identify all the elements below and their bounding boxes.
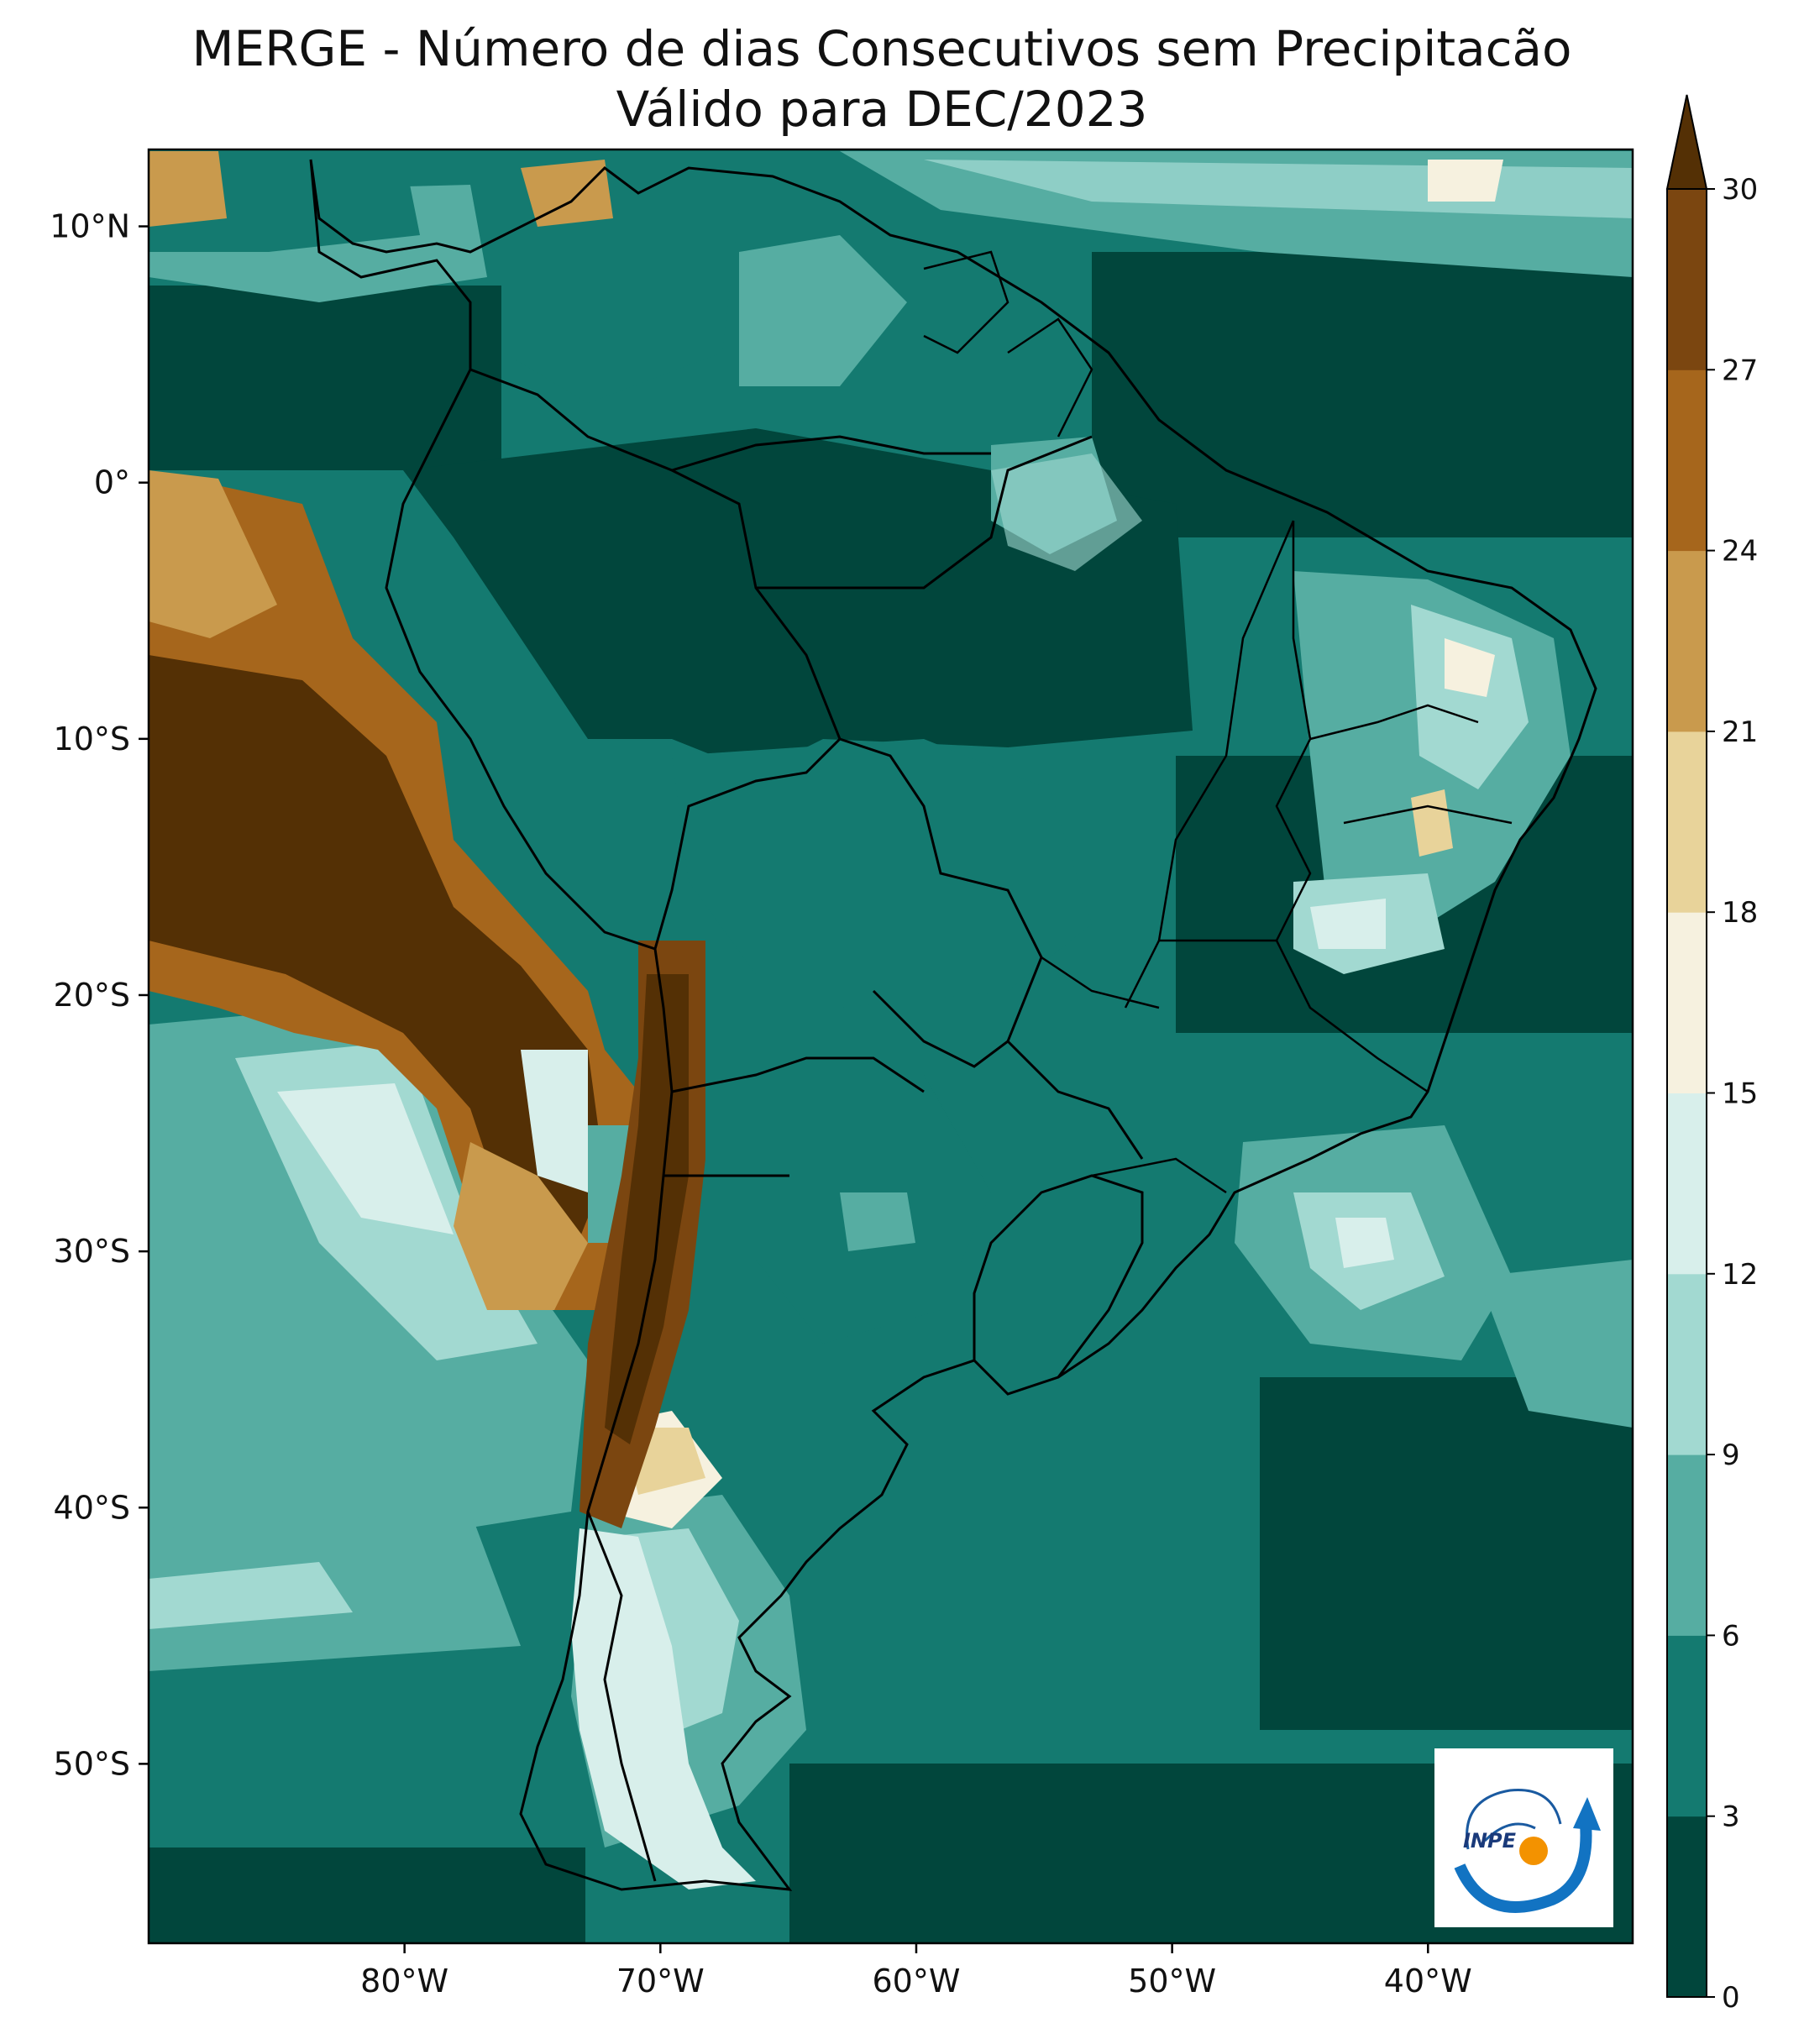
lat-tick-label: 50°S	[54, 1745, 130, 1782]
coastline-borders	[309, 159, 1597, 1891]
field-patch	[504, 210, 739, 403]
state-border	[1091, 1157, 1227, 1194]
colorbar: 0 3 6 9 12 15 18 21 24 27 30	[1665, 94, 1758, 2015]
state-border	[1343, 804, 1513, 825]
colorbar-tick-label: 9	[1722, 1439, 1740, 1472]
field-patch	[1335, 1218, 1394, 1268]
country-border	[586, 1511, 657, 1882]
field-patch	[672, 739, 1092, 1008]
map-title-line-2: Válido para DEC/2023	[616, 81, 1148, 138]
lat-tick-label: 10°N	[50, 208, 130, 245]
map-title-line-1: MERGE - Número de dias Consecutivos sem …	[191, 20, 1572, 77]
colorbar-level	[1667, 550, 1707, 732]
colorbar-extend-arrow	[1665, 94, 1708, 190]
field-patch	[739, 235, 907, 386]
field-patch	[149, 1562, 353, 1629]
inpe-logo: INPE	[1434, 1748, 1613, 1927]
field-patch	[149, 151, 227, 227]
state-border	[923, 250, 1010, 354]
field-patch	[1411, 789, 1453, 857]
country-border	[469, 368, 842, 740]
colorbar-tick-label: 30	[1722, 173, 1758, 207]
field-patch	[1260, 1377, 1633, 1730]
field-patch	[991, 453, 1142, 571]
field-patch	[1445, 638, 1495, 697]
country-border	[872, 989, 1144, 1160]
inpe-logo-icon: INPE	[1454, 1789, 1601, 1913]
field-patch	[1310, 899, 1386, 949]
lon-tick-label: 80°W	[360, 1963, 448, 1999]
field-patch	[149, 286, 501, 470]
colorbar-level	[1667, 369, 1707, 552]
field-patch	[277, 1083, 454, 1234]
state-border	[1309, 704, 1479, 741]
axis-ticks: 80°W 70°W 60°W 50°W 40°W 10°N 0° 10°S 20°S 30°S 40…	[50, 208, 1472, 1999]
map-frame	[147, 148, 1634, 1945]
colorbar-level	[1667, 189, 1707, 370]
field-patch	[149, 470, 277, 638]
colorbar-tick-label: 24	[1722, 535, 1758, 569]
country-border	[671, 435, 991, 472]
colorbar-tick-label: 12	[1722, 1258, 1758, 1292]
lon-tick-label: 40°W	[1384, 1963, 1472, 1999]
lat-tick-label: 40°S	[54, 1489, 130, 1526]
colorbar-level	[1667, 1273, 1707, 1455]
field-patch	[1411, 605, 1529, 789]
lat-tick-label: 20°S	[54, 977, 130, 1014]
field-patch	[149, 655, 605, 1260]
colorbar-level	[1667, 1635, 1707, 1817]
colorbar-tick-label: 21	[1722, 715, 1758, 749]
field-patch	[840, 1192, 915, 1251]
colorbar-tick-label: 27	[1722, 354, 1758, 387]
country-border	[756, 435, 1093, 590]
colorbar-tick-label: 18	[1722, 896, 1758, 930]
field-patch	[521, 160, 613, 227]
colorbar-level	[1667, 912, 1707, 1093]
state-border	[1007, 317, 1093, 438]
country-border	[653, 737, 842, 950]
inpe-logo-text: INPE	[1463, 1829, 1517, 1853]
colorbar-tick-label: 0	[1722, 1981, 1740, 2015]
lon-tick-label: 60°W	[872, 1963, 960, 1999]
field-patch	[1478, 1260, 1633, 1428]
colorbar-level	[1667, 1816, 1707, 1998]
colorbar-level	[1667, 1454, 1707, 1636]
lat-tick-label: 0°	[94, 464, 130, 501]
lon-tick-label: 50°W	[1128, 1963, 1216, 1999]
colorbar-level	[1667, 731, 1707, 913]
field-patch	[521, 1050, 588, 1192]
field-patch	[1092, 252, 1633, 537]
state-border	[1124, 520, 1295, 1009]
field-patch	[454, 1142, 588, 1310]
state-border	[1275, 521, 1429, 1093]
colorbar-tick-label: 15	[1722, 1077, 1758, 1111]
lon-tick-label: 70°W	[616, 1963, 705, 1999]
state-border	[1041, 956, 1160, 1009]
precipitation-field	[149, 149, 1633, 1943]
lat-tick-label: 30°S	[54, 1233, 130, 1270]
colorbar-level	[1667, 1093, 1707, 1275]
map-title: MERGE - Número de dias Consecutivos sem …	[0, 18, 1764, 139]
country-border	[671, 1056, 925, 1093]
colorbar-tick-label: 6	[1722, 1619, 1740, 1653]
field-patch	[605, 974, 689, 1444]
lat-tick-label: 10°S	[54, 721, 130, 757]
field-patch	[149, 1847, 585, 1943]
colorbar-tick-label: 3	[1722, 1800, 1740, 1834]
field-patch	[1428, 160, 1503, 202]
